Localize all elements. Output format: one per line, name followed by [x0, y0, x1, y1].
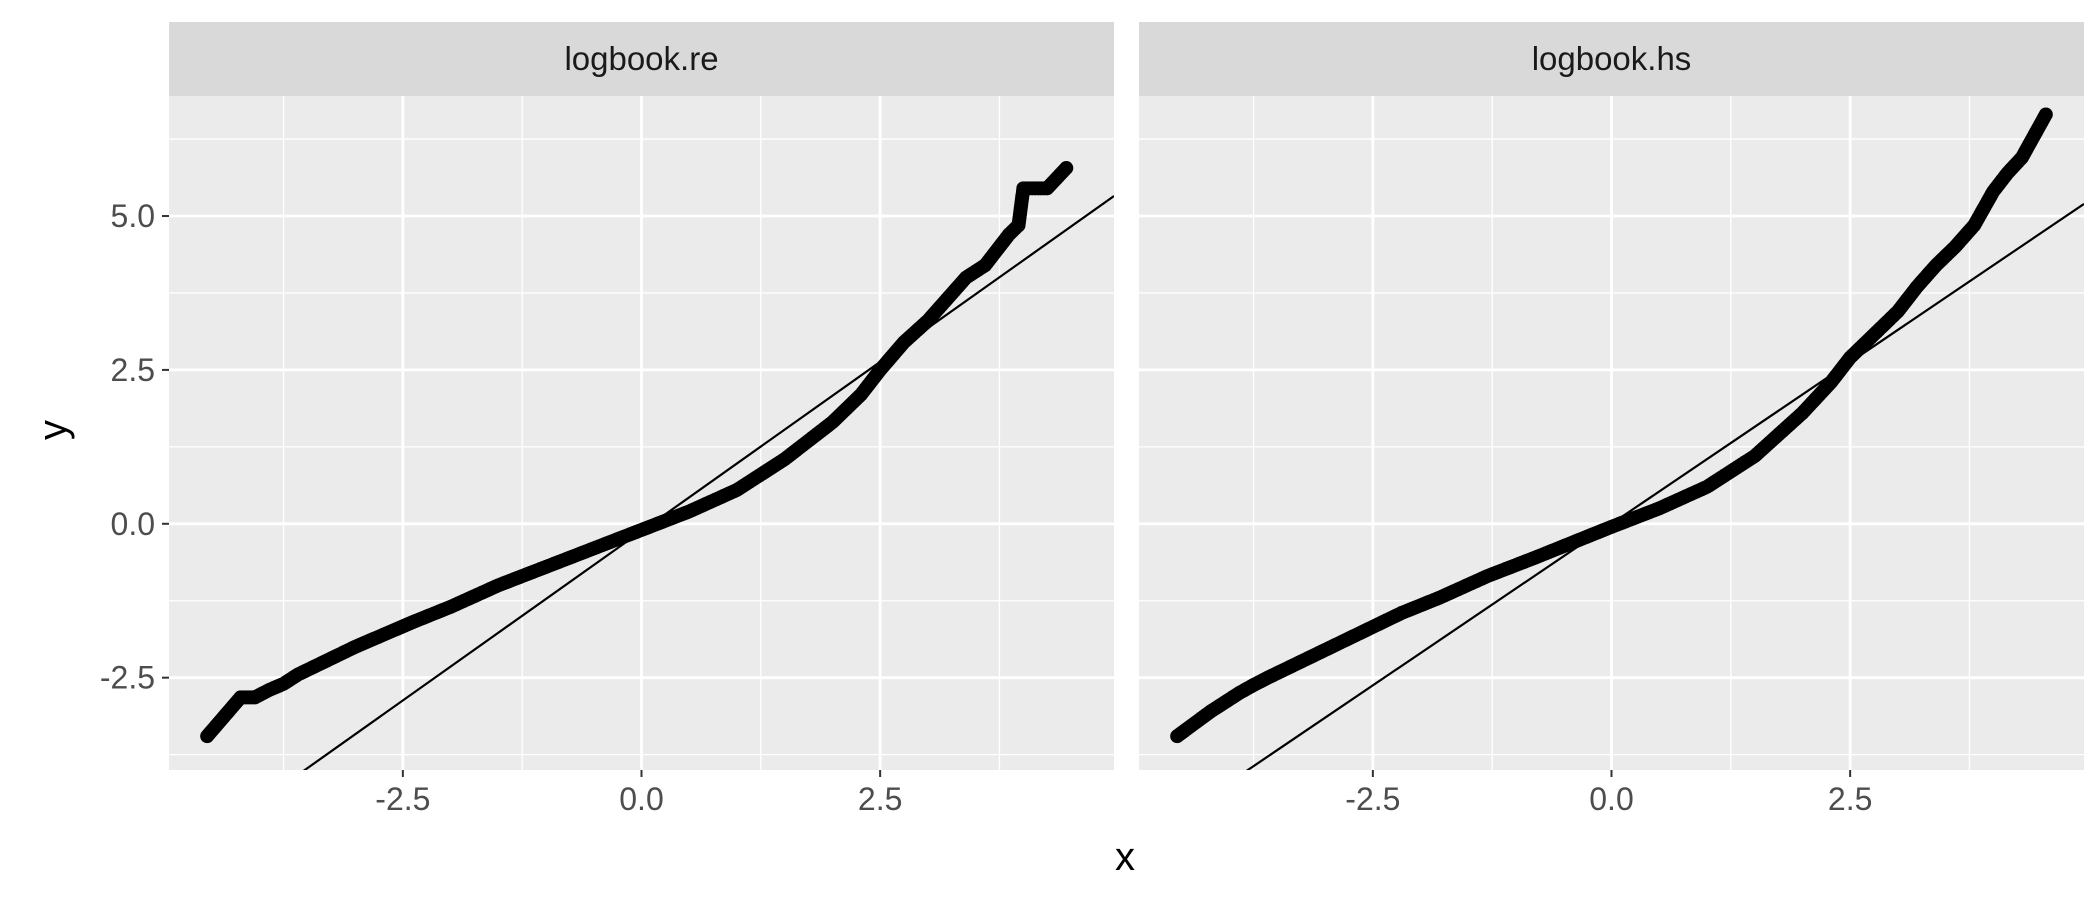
x-tick-label: 0.0 [619, 781, 663, 817]
x-tick-label: 0.0 [1589, 781, 1633, 817]
y-tick-label: 0.0 [111, 506, 155, 542]
y-axis: -2.5 0.0 2.5 5.0 [100, 198, 169, 696]
data-points [200, 161, 1074, 744]
y-tick-label: 2.5 [111, 352, 155, 388]
facet-strip [1139, 22, 2084, 96]
panels-group: logbook.re -2.5 0.0 2.5 logbook.hs -2.5 0.0 2.5 [169, 22, 2084, 817]
x-tick-label: 2.5 [858, 781, 902, 817]
data-point [1059, 161, 1074, 176]
data-point [2038, 107, 2053, 122]
facet-strip [169, 22, 1114, 96]
y-tick-label: 5.0 [111, 198, 155, 234]
x-tick-label: -2.5 [375, 781, 430, 817]
x-axis-title: x [1115, 835, 1135, 879]
panel-1: logbook.re -2.5 0.0 2.5 [169, 22, 1114, 817]
facet-strip-label: logbook.hs [1532, 40, 1692, 77]
data-points [1170, 107, 2053, 744]
x-tick-label: -2.5 [1345, 781, 1400, 817]
x-tick-label: 2.5 [1828, 781, 1872, 817]
panel-2: logbook.hs -2.5 0.0 2.5 [1139, 22, 2084, 817]
facet-strip-label: logbook.re [564, 40, 718, 77]
y-tick-label: -2.5 [100, 660, 155, 696]
y-axis-title: y [31, 420, 75, 440]
